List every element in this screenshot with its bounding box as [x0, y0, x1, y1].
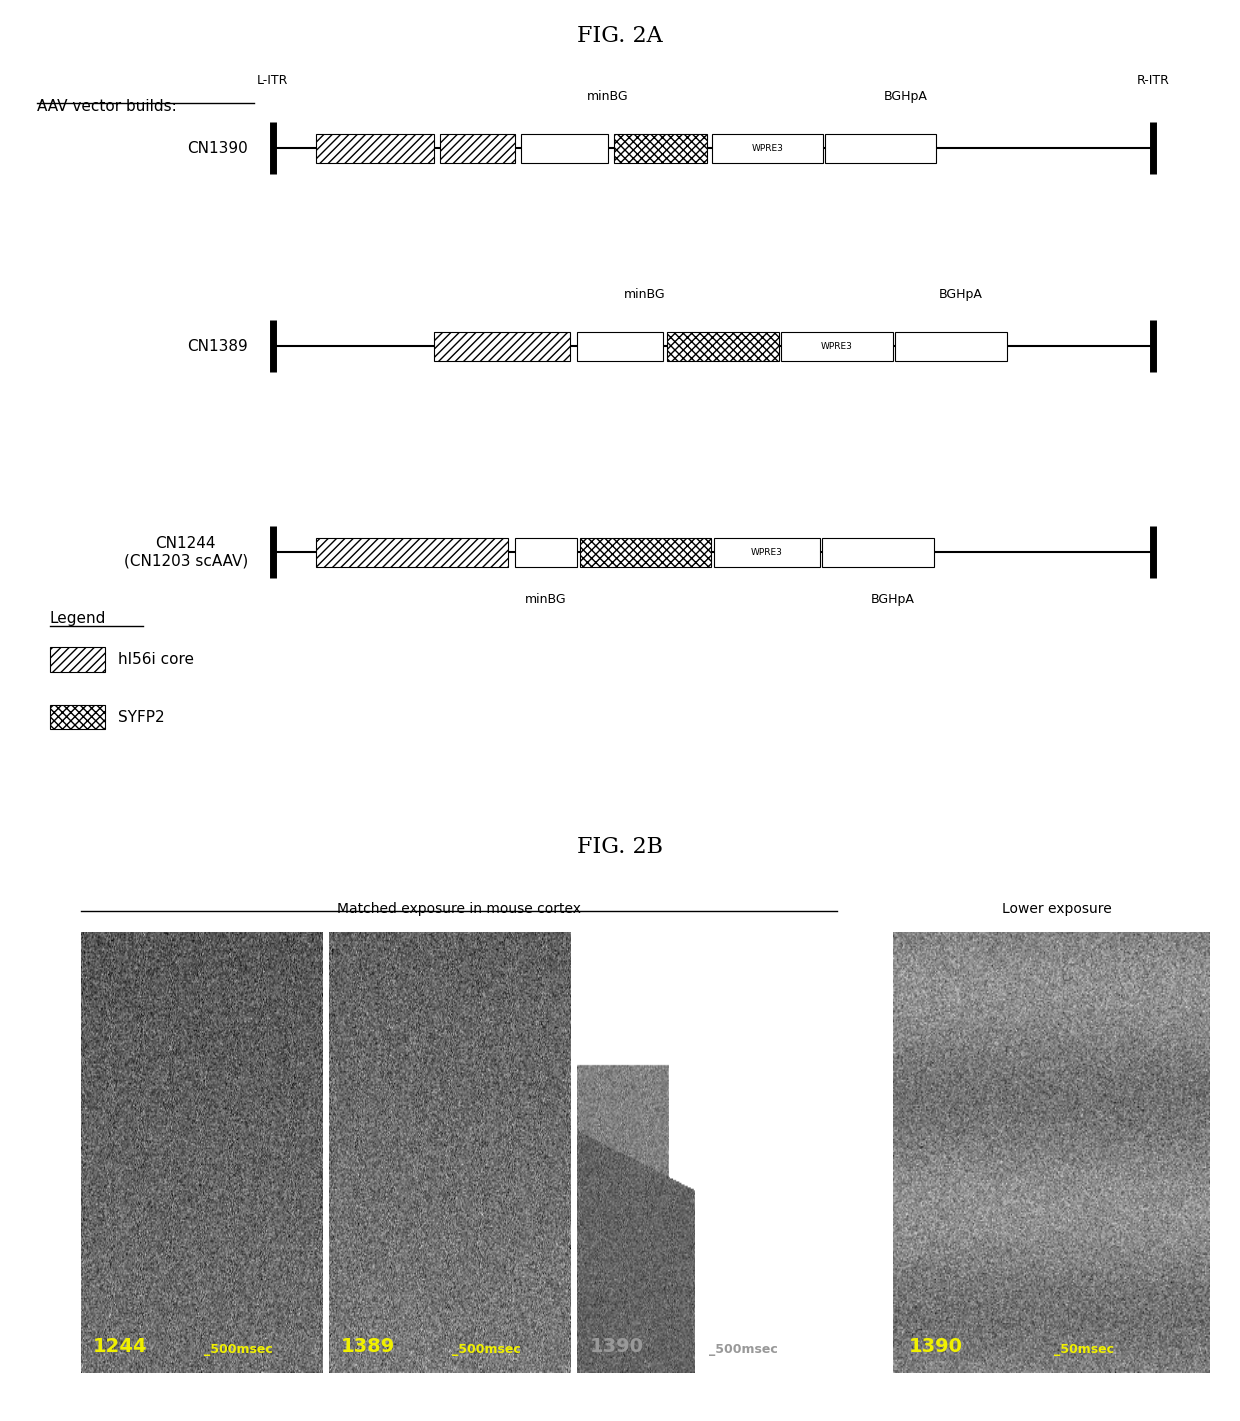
Bar [822, 537, 934, 567]
Bar [580, 537, 711, 567]
Bar [434, 331, 570, 361]
Text: FIG. 2B: FIG. 2B [577, 836, 663, 858]
Text: L-ITR: L-ITR [257, 74, 289, 87]
Text: SYFP2: SYFP2 [118, 709, 165, 725]
Bar [714, 537, 820, 567]
Text: BGHpA: BGHpA [883, 90, 928, 104]
Text: minBG: minBG [587, 90, 629, 104]
Text: Legend: Legend [50, 611, 105, 627]
Text: Matched exposure in mouse cortex: Matched exposure in mouse cortex [337, 902, 580, 915]
Text: WPRE3: WPRE3 [751, 144, 784, 153]
Text: WPRE3: WPRE3 [821, 341, 853, 351]
Text: WPRE3: WPRE3 [751, 547, 782, 557]
Text: BGHpA: BGHpA [939, 288, 983, 301]
Text: FIG. 2A: FIG. 2A [577, 24, 663, 47]
Bar [50, 647, 105, 672]
Text: minBG: minBG [624, 288, 666, 301]
Bar [614, 134, 707, 163]
Text: minBG: minBG [525, 593, 567, 605]
Bar [667, 331, 779, 361]
Bar [316, 134, 434, 163]
Bar [50, 705, 105, 729]
Bar [316, 537, 508, 567]
Text: CN1244
(CN1203 scAAV): CN1244 (CN1203 scAAV) [124, 536, 248, 568]
Bar [521, 134, 608, 163]
Bar [712, 134, 823, 163]
Bar [515, 537, 577, 567]
Text: BGHpA: BGHpA [870, 593, 915, 605]
Bar [895, 331, 1007, 361]
Text: R-ITR: R-ITR [1137, 74, 1169, 87]
Text: hI56i core: hI56i core [118, 652, 193, 666]
Bar [577, 331, 663, 361]
Text: AAV vector builds:: AAV vector builds: [37, 99, 177, 114]
Bar [440, 134, 515, 163]
Text: CN1390: CN1390 [187, 141, 248, 156]
Bar [825, 134, 936, 163]
Text: CN1389: CN1389 [187, 338, 248, 354]
Bar [781, 331, 893, 361]
Text: Lower exposure: Lower exposure [1002, 902, 1111, 915]
